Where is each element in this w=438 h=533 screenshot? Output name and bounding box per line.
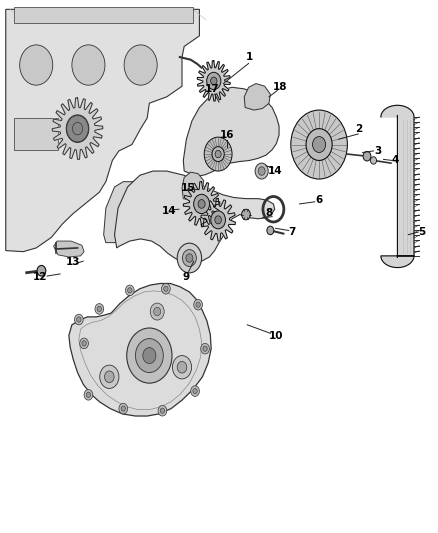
Circle shape <box>363 151 371 161</box>
Circle shape <box>119 403 127 414</box>
Circle shape <box>198 199 205 208</box>
Text: 18: 18 <box>273 82 287 92</box>
Circle shape <box>177 243 201 273</box>
Circle shape <box>105 371 114 383</box>
Polygon shape <box>104 182 152 243</box>
Polygon shape <box>201 199 236 241</box>
Circle shape <box>194 195 209 214</box>
Circle shape <box>74 314 83 325</box>
Polygon shape <box>197 61 230 101</box>
Text: 8: 8 <box>265 208 273 219</box>
Circle shape <box>37 265 46 276</box>
Circle shape <box>72 45 105 85</box>
Circle shape <box>267 226 274 235</box>
Circle shape <box>143 348 156 364</box>
Circle shape <box>80 338 88 349</box>
Circle shape <box>186 254 193 262</box>
Text: 12: 12 <box>33 272 48 282</box>
Circle shape <box>162 284 170 294</box>
Polygon shape <box>14 7 193 22</box>
Circle shape <box>211 211 226 229</box>
Circle shape <box>95 304 104 314</box>
Circle shape <box>203 346 207 351</box>
Polygon shape <box>381 106 414 268</box>
Text: 14: 14 <box>162 206 176 216</box>
Text: 3: 3 <box>374 146 381 156</box>
Text: 5: 5 <box>418 227 425 237</box>
Circle shape <box>291 110 347 179</box>
Circle shape <box>211 77 217 85</box>
Circle shape <box>121 406 125 411</box>
Circle shape <box>135 338 163 373</box>
Circle shape <box>66 115 89 142</box>
Circle shape <box>207 72 221 90</box>
Circle shape <box>215 150 221 158</box>
Circle shape <box>242 209 251 220</box>
Circle shape <box>196 302 200 308</box>
Circle shape <box>127 328 172 383</box>
Text: 2: 2 <box>355 124 362 134</box>
Circle shape <box>255 163 268 179</box>
Circle shape <box>191 386 199 397</box>
Circle shape <box>20 45 53 85</box>
Circle shape <box>100 365 119 389</box>
Polygon shape <box>182 172 204 200</box>
Polygon shape <box>184 87 279 176</box>
Circle shape <box>258 167 265 175</box>
Circle shape <box>124 45 157 85</box>
Circle shape <box>164 286 168 292</box>
Circle shape <box>215 216 222 224</box>
Text: 14: 14 <box>268 166 283 176</box>
Circle shape <box>212 147 224 161</box>
Circle shape <box>86 392 91 398</box>
Text: 7: 7 <box>289 227 296 237</box>
Circle shape <box>97 306 102 312</box>
Circle shape <box>160 408 165 414</box>
Circle shape <box>306 128 332 160</box>
Circle shape <box>72 123 83 135</box>
Text: 13: 13 <box>66 257 81 267</box>
Text: 10: 10 <box>268 332 283 342</box>
Polygon shape <box>184 182 220 226</box>
Circle shape <box>77 317 81 322</box>
Polygon shape <box>69 284 211 416</box>
Circle shape <box>82 341 86 346</box>
Circle shape <box>183 249 196 266</box>
Text: 4: 4 <box>392 156 399 165</box>
Circle shape <box>158 406 167 416</box>
Circle shape <box>127 288 132 293</box>
Circle shape <box>177 361 187 373</box>
Polygon shape <box>6 10 199 252</box>
Polygon shape <box>115 171 275 263</box>
Polygon shape <box>53 241 84 257</box>
Text: 1: 1 <box>246 52 253 62</box>
Text: 6: 6 <box>315 195 323 205</box>
Circle shape <box>84 390 93 400</box>
Circle shape <box>313 136 325 152</box>
Circle shape <box>125 285 134 296</box>
Circle shape <box>150 303 164 320</box>
Circle shape <box>154 308 161 316</box>
Circle shape <box>193 389 197 394</box>
Circle shape <box>204 137 232 171</box>
Circle shape <box>371 157 377 164</box>
Text: 15: 15 <box>181 183 196 193</box>
Circle shape <box>194 300 202 310</box>
Polygon shape <box>14 118 58 150</box>
Text: 17: 17 <box>205 84 220 94</box>
Polygon shape <box>52 98 103 159</box>
Text: 9: 9 <box>183 272 190 282</box>
Text: 16: 16 <box>219 130 234 140</box>
Circle shape <box>201 343 209 354</box>
Circle shape <box>173 356 191 379</box>
Polygon shape <box>244 84 270 110</box>
Circle shape <box>67 115 88 142</box>
